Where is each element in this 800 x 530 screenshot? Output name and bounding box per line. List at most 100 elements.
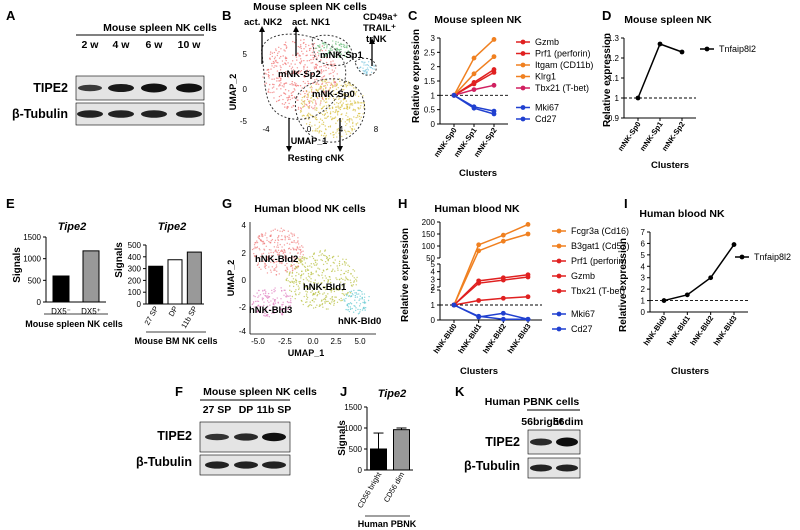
umap-point bbox=[336, 110, 339, 113]
umap-point bbox=[278, 46, 280, 49]
umap-point bbox=[340, 53, 343, 55]
umap-point bbox=[354, 101, 357, 103]
umap-point bbox=[275, 249, 277, 252]
umap-point bbox=[295, 248, 298, 251]
umap-point bbox=[337, 106, 339, 108]
umap-point bbox=[324, 125, 326, 127]
blot-band bbox=[556, 437, 578, 447]
umap-point bbox=[347, 309, 349, 311]
umap-point bbox=[291, 97, 294, 99]
umap-point bbox=[276, 246, 278, 248]
umap-point bbox=[314, 287, 316, 290]
umap-point bbox=[326, 45, 328, 48]
umap-point bbox=[340, 281, 342, 283]
umap-point bbox=[337, 269, 339, 271]
umap-point bbox=[259, 249, 261, 251]
panel-f-letter: F bbox=[175, 384, 183, 399]
arrow-head bbox=[369, 38, 375, 44]
umap-point bbox=[366, 73, 368, 75]
umap-point bbox=[294, 257, 296, 260]
umap-point bbox=[281, 312, 283, 314]
umap-point bbox=[335, 106, 337, 108]
umap-point bbox=[302, 53, 304, 55]
umap-point bbox=[321, 107, 324, 109]
umap-point bbox=[334, 80, 336, 83]
umap-point bbox=[314, 298, 317, 300]
umap-point bbox=[340, 277, 343, 280]
umap-point bbox=[297, 71, 299, 73]
data-point bbox=[679, 49, 685, 55]
umap-point bbox=[348, 107, 351, 109]
umap-point bbox=[349, 104, 351, 106]
umap-point bbox=[266, 237, 268, 239]
umap-point bbox=[349, 306, 352, 308]
umap-point bbox=[305, 277, 307, 279]
umap-point bbox=[304, 82, 306, 85]
umap-point bbox=[280, 308, 282, 310]
umap-point bbox=[266, 315, 269, 317]
umap-point bbox=[317, 55, 320, 57]
blot-band bbox=[108, 110, 134, 118]
umap-point bbox=[300, 102, 303, 105]
umap-point bbox=[309, 301, 311, 303]
umap-point bbox=[279, 262, 281, 264]
umap-point bbox=[297, 106, 300, 109]
umap-point bbox=[284, 102, 287, 104]
umap-point bbox=[356, 296, 359, 298]
umap-point bbox=[373, 64, 375, 66]
umap-point bbox=[315, 83, 317, 85]
umap-point bbox=[281, 238, 284, 241]
umap-point bbox=[355, 280, 358, 282]
umap-point bbox=[331, 44, 334, 46]
umap-point bbox=[286, 262, 288, 265]
tick-label: 0 bbox=[243, 85, 248, 94]
legend-marker bbox=[556, 243, 562, 249]
umap-point bbox=[345, 277, 348, 279]
umap-point bbox=[265, 308, 267, 311]
panel-g-title: Human blood NK cells bbox=[254, 203, 366, 215]
umap-point bbox=[331, 295, 334, 298]
y-tick-label: 3 bbox=[641, 274, 646, 283]
axis-label: UMAP_1 bbox=[288, 348, 325, 358]
umap-point bbox=[355, 88, 357, 90]
umap-point bbox=[322, 81, 324, 83]
umap-point bbox=[269, 57, 271, 59]
umap-point bbox=[308, 280, 310, 282]
umap-point bbox=[334, 63, 336, 65]
umap-point bbox=[326, 111, 328, 114]
umap-point bbox=[301, 115, 304, 117]
chart-d-title: Mouse spleen NK bbox=[624, 14, 712, 26]
umap-point bbox=[305, 43, 307, 46]
umap-point bbox=[308, 106, 310, 109]
umap-point bbox=[332, 268, 334, 270]
umap-point bbox=[346, 294, 348, 297]
umap-point bbox=[251, 248, 254, 251]
umap-point bbox=[315, 67, 317, 69]
umap-point bbox=[363, 301, 366, 303]
y-tick-label: 1 bbox=[615, 94, 620, 103]
umap-point bbox=[303, 59, 305, 62]
umap-point bbox=[342, 293, 345, 295]
umap-point bbox=[274, 228, 276, 230]
umap-point bbox=[266, 300, 269, 302]
umap-point bbox=[258, 266, 260, 269]
x-tick-label: hNK-Bld2 bbox=[481, 322, 508, 355]
umap-point bbox=[254, 246, 256, 248]
data-point bbox=[500, 310, 506, 316]
umap-point bbox=[324, 288, 327, 291]
umap-point bbox=[302, 90, 305, 93]
umap-point bbox=[294, 267, 296, 270]
umap-point bbox=[345, 297, 347, 300]
umap-point bbox=[325, 57, 328, 59]
umap-point bbox=[341, 299, 343, 301]
umap-point bbox=[346, 84, 349, 87]
umap-point bbox=[305, 50, 308, 52]
umap-point bbox=[292, 90, 295, 93]
tick-label: 8 bbox=[374, 125, 379, 134]
umap-point bbox=[316, 96, 318, 98]
umap-point bbox=[316, 293, 319, 296]
blot-band bbox=[108, 84, 134, 92]
umap-point bbox=[358, 102, 360, 104]
umap-point bbox=[283, 251, 285, 254]
umap-point bbox=[350, 303, 353, 305]
